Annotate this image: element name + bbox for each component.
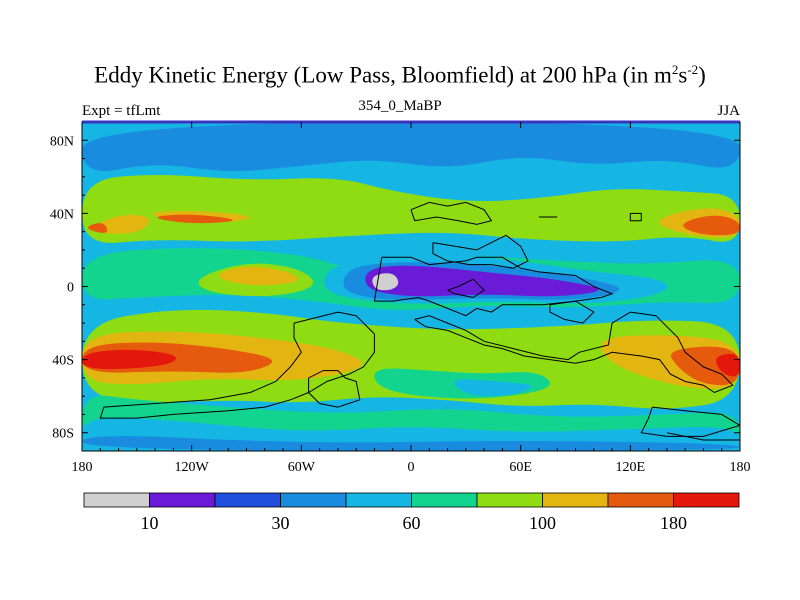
coastline-2 bbox=[99, 311, 375, 419]
contour-region-14 bbox=[365, 265, 599, 297]
colorbar-swatch bbox=[411, 492, 478, 508]
title-unit-exponent-1: 2 bbox=[671, 62, 679, 77]
coastline-1 bbox=[414, 311, 734, 394]
colorbar-label: 10 bbox=[141, 513, 159, 533]
run-id-label: 354_0_MaBP bbox=[358, 98, 442, 114]
title-unit-exponent-2: -2 bbox=[687, 62, 699, 77]
colorbar-swatch bbox=[214, 492, 281, 508]
x-tick-label: 0 bbox=[408, 460, 415, 475]
contour-region-27 bbox=[82, 436, 740, 451]
colorbar-swatch bbox=[542, 492, 609, 508]
coastline-3 bbox=[308, 370, 361, 408]
contour-region-4 bbox=[88, 223, 108, 233]
contour-region-0 bbox=[82, 122, 740, 172]
colorbar-label: 30 bbox=[272, 513, 290, 533]
contour-region-20 bbox=[82, 349, 176, 370]
colorbar: 10 30 60 100 180 bbox=[83, 492, 740, 533]
colorbar-label: 180 bbox=[660, 513, 687, 533]
coastline-5 bbox=[432, 234, 529, 269]
eke-contour-field bbox=[82, 122, 740, 451]
season-label: JJA bbox=[717, 103, 740, 119]
colorbar-swatch bbox=[280, 492, 347, 508]
experiment-label: Expt = tfLmt bbox=[82, 103, 161, 119]
x-tick-label: 180 bbox=[730, 460, 751, 475]
coastline-4 bbox=[410, 201, 493, 225]
x-tick-label: 60E bbox=[509, 460, 532, 475]
title-unit-s: s bbox=[678, 62, 688, 88]
contour-region-16 bbox=[82, 309, 740, 409]
title-unit-close: ) bbox=[698, 62, 706, 88]
colorbar-swatch bbox=[345, 492, 412, 508]
y-tick-label: 0 bbox=[67, 281, 74, 296]
chart-title-text: Eddy Kinetic Energy (Low Pass, Bloomfiel… bbox=[94, 62, 672, 88]
x-tick-label: 180 bbox=[72, 460, 93, 475]
colorbar-swatch bbox=[149, 492, 216, 508]
y-tick-label: 80N bbox=[50, 134, 74, 149]
colorbar-label: 60 bbox=[403, 513, 421, 533]
colorbar-swatch bbox=[607, 492, 674, 508]
contour-region-2 bbox=[173, 192, 343, 209]
colorbar-swatch bbox=[83, 492, 150, 508]
continent-outlines bbox=[99, 201, 740, 441]
colorbar-swatch bbox=[476, 492, 543, 508]
x-axis: 180 120W 60W 0 60E 120E 180 bbox=[72, 122, 751, 475]
y-axis: 80N 40N 0 40S 80S bbox=[50, 134, 740, 442]
contour-region-11 bbox=[219, 266, 298, 286]
colorbar-label: 100 bbox=[529, 513, 556, 533]
y-tick-label: 40S bbox=[52, 354, 74, 369]
contour-region-6 bbox=[157, 214, 233, 224]
coastline-7 bbox=[549, 300, 595, 324]
coastline-0 bbox=[373, 256, 614, 317]
y-tick-label: 80S bbox=[52, 427, 74, 442]
coastline-6 bbox=[447, 278, 485, 299]
x-tick-label: 60W bbox=[288, 460, 316, 475]
contour-region-8 bbox=[683, 215, 740, 236]
contour-region-1 bbox=[82, 175, 740, 243]
coastline-11 bbox=[629, 212, 642, 222]
chart-title: Eddy Kinetic Energy (Low Pass, Bloomfiel… bbox=[0, 62, 800, 89]
y-tick-label: 40N bbox=[50, 207, 74, 222]
coastline-9 bbox=[666, 432, 740, 441]
colorbar-swatch bbox=[673, 492, 740, 508]
contour-region-24 bbox=[454, 379, 532, 397]
coastline-8 bbox=[640, 406, 740, 437]
x-tick-label: 120E bbox=[616, 460, 646, 475]
x-tick-label: 120W bbox=[175, 460, 210, 475]
